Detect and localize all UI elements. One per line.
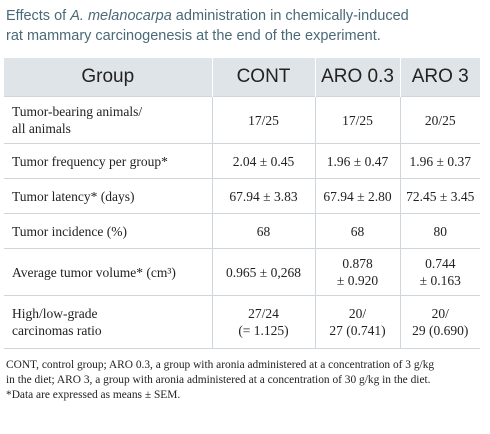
label-line: Average tumor volume* (cm³): [12, 264, 176, 280]
label-line: High/low-grade: [12, 306, 98, 321]
table-row: High/low-grade carcinomas ratio 27/24 (= 1…: [4, 295, 480, 349]
label-line: Tumor-bearing animals/: [12, 104, 143, 119]
caption-line-2: rat mammary carcinogenesis at the end of…: [6, 28, 381, 44]
cell-aro-3: 1.96 ± 0.37: [399, 143, 480, 179]
cell-line: (= 1.125): [238, 323, 289, 338]
cell-aro-0-3: 20/27 (0.741): [314, 295, 400, 349]
footnote-line: CONT, control group; ARO 0.3, a group wi…: [6, 359, 435, 371]
header-row: Group CONT ARO 0.3 ARO 3: [4, 58, 480, 97]
cell-line: 20/25: [424, 112, 456, 128]
cell-line: 27/24: [248, 306, 279, 321]
cell-line: 29 (0.690): [412, 323, 469, 338]
header-aro-0-3: ARO 0.3: [314, 58, 400, 97]
cell-line: 17/25: [342, 112, 373, 128]
table-row: Tumor-bearing animals/all animals 17/25 …: [4, 96, 480, 144]
cell-line: 68: [256, 223, 271, 239]
cell-cont: 0.965 ± 0,268: [211, 248, 315, 296]
row-label: Tumor frequency per group*: [4, 143, 212, 179]
cell-line: 27 (0.741): [329, 323, 386, 338]
cell-cont: 67.94 ± 3.83: [211, 178, 315, 214]
row-label: Tumor incidence (%): [4, 213, 212, 249]
footnote-line: in the diet; ARO 3, a group with aronia …: [6, 374, 431, 386]
cell-line: 20/: [348, 306, 367, 321]
label-line: Tumor latency* (days): [12, 188, 135, 204]
cell-line: 72.45 ± 3.45: [406, 188, 475, 204]
caption-line-1: Effects of A. melanocarpa administration…: [6, 6, 476, 26]
cell-cont: 2.04 ± 0.45: [211, 143, 315, 179]
cell-line: 20/: [431, 306, 449, 321]
table-row: Average tumor volume* (cm³) 0.965 ± 0,26…: [4, 248, 480, 296]
table-row: Tumor latency* (days) 67.94 ± 3.83 67.94…: [4, 178, 480, 214]
cell-line: 67.94 ± 2.80: [323, 188, 392, 204]
cell-line: ± 0.920: [336, 273, 379, 288]
cell-line: 1.96 ± 0.37: [409, 153, 471, 169]
header-cont: CONT: [211, 58, 315, 97]
label-line: Tumor frequency per group*: [12, 153, 168, 169]
row-label: Tumor latency* (days): [4, 178, 212, 214]
row-label: High/low-grade carcinomas ratio: [4, 295, 212, 349]
cell-aro-0-3: 17/25: [314, 96, 400, 144]
header-aro-3: ARO 3: [399, 58, 480, 97]
cell-line: 67.94 ± 3.83: [229, 188, 298, 204]
cell-aro-3: 20/25: [399, 96, 480, 144]
cell-line: 0.878: [342, 256, 373, 271]
row-label: Average tumor volume* (cm³): [4, 248, 212, 296]
header-group: Group: [4, 58, 212, 97]
cell-aro-3: 80: [399, 213, 480, 249]
cell-aro-0-3: 1.96 ± 0.47: [314, 143, 400, 179]
cell-line: ± 0.163: [419, 273, 461, 288]
results-table: Group CONT ARO 0.3 ARO 3 Tumor-bearing a…: [4, 58, 480, 349]
cell-aro-3: 20/29 (0.690): [399, 295, 480, 349]
cell-cont: 27/24 (= 1.125): [211, 295, 315, 349]
cell-aro-0-3: 0.878 ± 0.920: [314, 248, 400, 296]
table-footnote: CONT, control group; ARO 0.3, a group wi…: [6, 358, 484, 403]
label-line: Tumor incidence (%): [12, 223, 127, 239]
cell-line: 1.96 ± 0.47: [326, 153, 389, 169]
table-row: Tumor frequency per group* 2.04 ± 0.45 1…: [4, 143, 480, 179]
caption-species: A. melanocarpa: [70, 8, 172, 24]
label-line: all animals: [12, 121, 71, 136]
row-label: Tumor-bearing animals/all animals: [4, 96, 212, 144]
cell-line: 2.04 ± 0.45: [232, 153, 295, 169]
cell-line: 0.744: [425, 256, 456, 271]
caption-prefix: Effects of: [6, 8, 71, 24]
table-row: Tumor incidence (%) 68 68 80: [4, 213, 480, 249]
label-line: carcinomas ratio: [12, 323, 102, 338]
cell-cont: 68: [211, 213, 315, 249]
cell-cont: 17/25: [211, 96, 315, 144]
cell-line: 17/25: [248, 112, 279, 128]
footnote-line: *Data are expressed as means ± SEM.: [6, 389, 181, 401]
cell-aro-3: 0.744 ± 0.163: [399, 248, 480, 296]
cell-line: 68: [350, 223, 365, 239]
cell-line: 0.965 ± 0,268: [226, 264, 301, 280]
cell-aro-3: 72.45 ± 3.45: [399, 178, 480, 214]
caption-line1-rest: administration in chemically-induced: [171, 8, 409, 24]
cell-line: 80: [433, 223, 448, 239]
cell-aro-0-3: 67.94 ± 2.80: [314, 178, 400, 214]
table-caption: Effects of A. melanocarpa administration…: [6, 6, 476, 46]
cell-aro-0-3: 68: [314, 213, 400, 249]
